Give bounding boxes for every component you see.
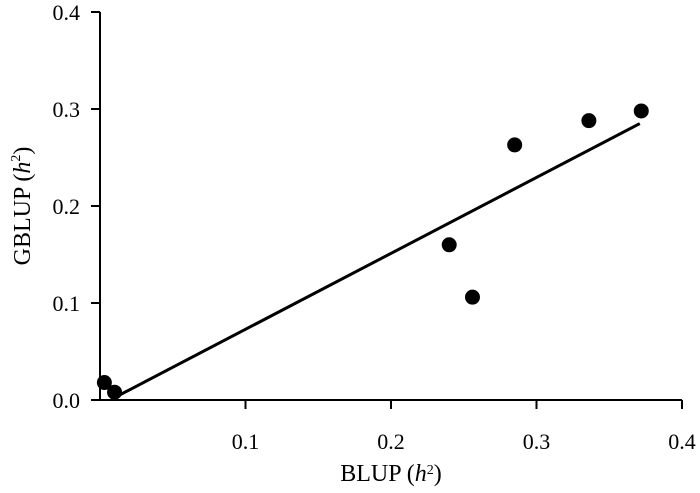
trendline-group: [116, 122, 641, 398]
data-points: [96, 103, 649, 400]
data-point: [96, 375, 112, 391]
x-axis-label: BLUP (h2): [340, 461, 441, 487]
y-tick-label: 0.0: [53, 388, 81, 413]
y-axis-label-var: h: [10, 162, 36, 174]
y-tick-label: 0.3: [53, 97, 81, 122]
x-axis-label-sup: 2: [427, 463, 434, 478]
data-point: [464, 289, 480, 305]
y-tick-label: 0.1: [53, 291, 81, 316]
x-tick-label: 0.1: [232, 429, 260, 454]
data-point: [441, 237, 457, 253]
data-point: [581, 113, 597, 129]
data-point: [107, 384, 123, 400]
y-axis-label-suffix: ): [10, 147, 36, 155]
y-axis-label-prefix: GBLUP (: [10, 174, 36, 266]
y-tick-label: 0.2: [53, 194, 81, 219]
x-axis-label-suffix: ): [434, 461, 442, 487]
y-ticks: 0.0 0.1 0.2 0.3 0.4: [53, 0, 100, 413]
x-tick-label: 0.3: [523, 429, 551, 454]
x-axis-label-var: h: [415, 461, 427, 487]
y-tick-label: 0.4: [53, 0, 81, 25]
trend-line: [116, 122, 641, 398]
y-axis-label: GBLUP (h2): [9, 147, 36, 266]
data-point: [507, 137, 523, 153]
x-ticks: 0.1 0.2 0.3 0.4: [232, 400, 696, 454]
axes: [99, 12, 682, 401]
x-tick-label: 0.2: [377, 429, 405, 454]
x-tick-label: 0.4: [668, 429, 696, 454]
y-axis-label-sup: 2: [9, 155, 24, 162]
x-axis-label-prefix: BLUP (: [340, 461, 414, 487]
data-point: [633, 103, 649, 119]
